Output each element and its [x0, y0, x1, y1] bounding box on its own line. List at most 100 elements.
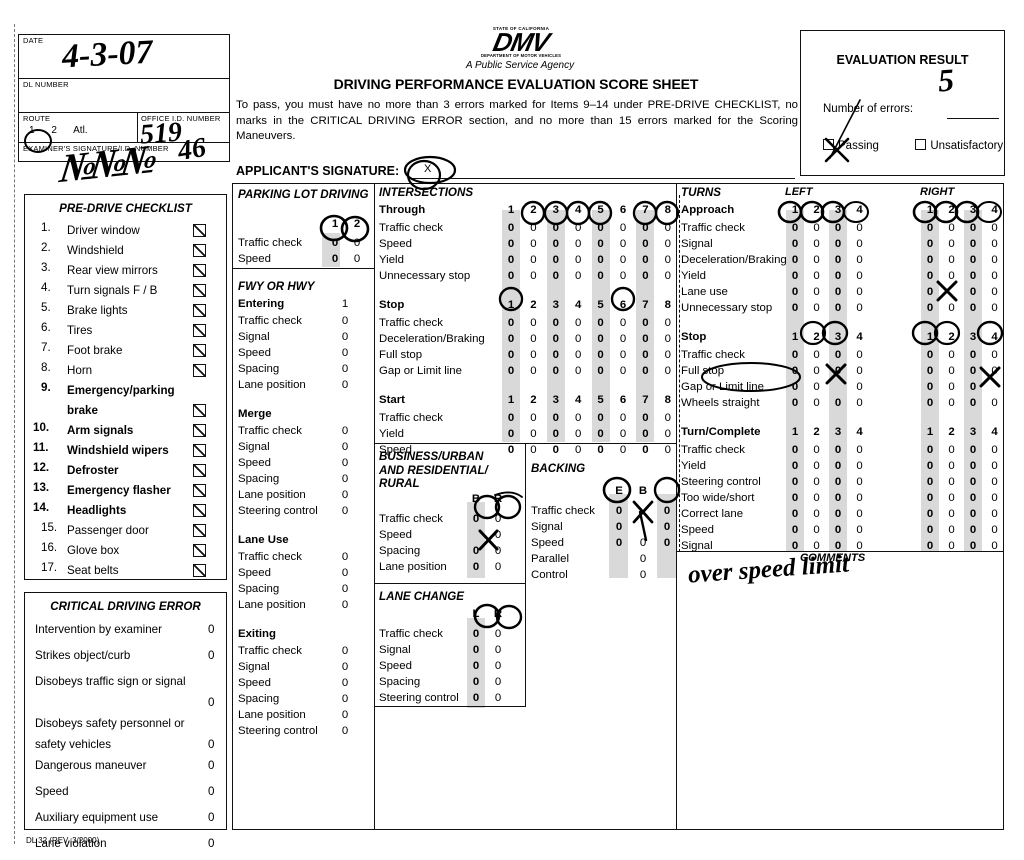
turns-left-col-header[interactable]: 4: [856, 204, 863, 216]
checklist-item[interactable]: 5. Brake lights: [25, 301, 226, 321]
turns-left-col-header[interactable]: 2: [813, 331, 820, 343]
turns-left-col-header[interactable]: 2: [813, 426, 820, 438]
critical-error-row[interactable]: Strikes object/curb 0: [25, 645, 226, 671]
checklist-item[interactable]: 4. Turn signals F / B: [25, 281, 226, 301]
intersections-col-header[interactable]: 1: [507, 204, 515, 216]
turns-left-col-header[interactable]: 3: [834, 204, 842, 216]
dl-number-field[interactable]: DL NUMBER: [19, 79, 229, 113]
intersections-col-header[interactable]: 5: [597, 299, 604, 311]
checklist-item[interactable]: 7. Foot brake: [25, 341, 226, 361]
checklist-item-checkbox[interactable]: [193, 564, 206, 577]
checklist-item-checkbox[interactable]: [193, 324, 206, 337]
checklist-item-checkbox[interactable]: [193, 424, 206, 437]
examiner-signature-field[interactable]: EXAMINER'S SIGNATURE/I.D. NUMBER: [19, 143, 229, 162]
turns-right-col-header[interactable]: 3: [969, 331, 977, 343]
turns-left-col-header[interactable]: 1: [791, 331, 799, 343]
intersections-col-header[interactable]: 6: [619, 299, 627, 311]
checklist-item-checkbox[interactable]: [193, 444, 206, 457]
intersections-col-header[interactable]: 5: [597, 394, 604, 406]
intersections-col-header[interactable]: 7: [642, 204, 649, 216]
checklist-item[interactable]: 11. Windshield wipers: [25, 441, 226, 461]
intersections-col-header[interactable]: 1: [507, 394, 515, 406]
checklist-item[interactable]: 3. Rear view mirrors: [25, 261, 226, 281]
intersections-col-header[interactable]: 3: [552, 204, 559, 216]
applicant-signature-line[interactable]: [410, 178, 795, 179]
parking-lot-col-header[interactable]: 2: [353, 218, 361, 230]
checklist-item-checkbox[interactable]: [193, 504, 206, 517]
checklist-item[interactable]: 17. Seat belts: [25, 561, 226, 581]
checklist-item[interactable]: 2. Windshield: [25, 241, 226, 261]
route-option-1[interactable]: 1: [29, 125, 35, 136]
intersections-col-header[interactable]: 4: [575, 204, 582, 216]
turns-left-col-header[interactable]: 3: [834, 331, 842, 343]
checklist-item-checkbox[interactable]: [193, 284, 206, 297]
checklist-item[interactable]: 12. Defroster: [25, 461, 226, 481]
checklist-item-checkbox[interactable]: [193, 264, 206, 277]
passing-checkbox[interactable]: [823, 139, 834, 150]
turns-right-col-header[interactable]: 4: [991, 331, 998, 343]
turns-right-col-header[interactable]: 3: [969, 204, 977, 216]
number-of-errors-line[interactable]: [947, 118, 999, 119]
intersections-col-header[interactable]: 3: [552, 299, 559, 311]
turns-right-col-header[interactable]: 2: [948, 426, 955, 438]
lane-change-col-header[interactable]: R: [493, 608, 503, 620]
turns-right-col-header[interactable]: 1: [926, 331, 934, 343]
turns-left-col-header[interactable]: 4: [856, 426, 863, 438]
critical-error-row[interactable]: Disobeys traffic sign or signal 0: [25, 671, 226, 713]
turns-left-col-header[interactable]: 2: [813, 204, 820, 216]
checklist-item[interactable]: 1. Driver window: [25, 221, 226, 241]
critical-error-row[interactable]: Lane violation 0: [25, 833, 226, 859]
checklist-item-checkbox[interactable]: [193, 544, 206, 557]
checklist-item-checkbox[interactable]: [193, 344, 206, 357]
turns-right-col-header[interactable]: 2: [948, 331, 955, 343]
route-options[interactable]: 1 2 Atl.: [29, 125, 102, 136]
checklist-item-checkbox[interactable]: [193, 404, 206, 417]
critical-error-row[interactable]: Intervention by examiner 0: [25, 619, 226, 645]
intersections-col-header[interactable]: 2: [530, 394, 537, 406]
checklist-item[interactable]: 13. Emergency flasher: [25, 481, 226, 501]
result-checkbox-row[interactable]: Passing Unsatisfactory: [823, 139, 1003, 152]
date-field[interactable]: DATE: [19, 35, 229, 79]
turns-right-col-header[interactable]: 1: [926, 204, 934, 216]
intersections-col-header[interactable]: 4: [575, 394, 582, 406]
checklist-item[interactable]: 8. Horn: [25, 361, 226, 381]
intersections-col-header[interactable]: 8: [664, 299, 671, 311]
parking-lot-col-header[interactable]: 1: [331, 218, 339, 230]
critical-error-row[interactable]: Auxiliary equipment use 0: [25, 807, 226, 833]
turns-right-col-header[interactable]: 3: [969, 426, 977, 438]
intersections-col-header[interactable]: 3: [552, 394, 559, 406]
unsatisfactory-checkbox[interactable]: [915, 139, 927, 150]
checklist-item-checkbox[interactable]: [193, 364, 206, 377]
intersections-col-header[interactable]: 8: [664, 394, 671, 406]
checklist-item[interactable]: 15. Passenger door: [25, 521, 226, 541]
backing-col-header[interactable]: B: [638, 485, 648, 497]
turns-left-col-header[interactable]: 4: [856, 331, 863, 343]
turns-right-col-header[interactable]: 1: [926, 426, 934, 438]
intersections-col-header[interactable]: 4: [575, 299, 582, 311]
route-option-atl[interactable]: Atl.: [73, 125, 88, 136]
intersections-col-header[interactable]: 7: [642, 394, 649, 406]
checklist-item-checkbox[interactable]: [193, 524, 206, 537]
critical-error-row[interactable]: Disobeys safety personnel or safety vehi…: [25, 713, 226, 755]
turns-right-col-header[interactable]: 2: [948, 204, 955, 216]
turns-right-col-header[interactable]: 4: [991, 204, 998, 216]
intersections-col-header[interactable]: 7: [642, 299, 649, 311]
checklist-item-checkbox[interactable]: [193, 484, 206, 497]
intersections-col-header[interactable]: 6: [619, 204, 627, 216]
intersections-col-header[interactable]: 2: [530, 204, 537, 216]
turns-right-col-header[interactable]: 4: [991, 426, 998, 438]
checklist-item-checkbox[interactable]: [193, 224, 206, 237]
checklist-item[interactable]: 16. Glove box: [25, 541, 226, 561]
checklist-item[interactable]: 14. Headlights: [25, 501, 226, 521]
business-urban-col-header[interactable]: R: [493, 493, 503, 505]
intersections-col-header[interactable]: 6: [619, 394, 627, 406]
checklist-item[interactable]: 6. Tires: [25, 321, 226, 341]
route-option-2[interactable]: 2: [51, 125, 57, 136]
intersections-col-header[interactable]: 2: [530, 299, 537, 311]
critical-error-row[interactable]: Speed 0: [25, 781, 226, 807]
critical-error-row[interactable]: Dangerous maneuver 0: [25, 755, 226, 781]
checklist-item-checkbox[interactable]: [193, 304, 206, 317]
turns-left-col-header[interactable]: 1: [791, 204, 799, 216]
intersections-col-header[interactable]: 8: [664, 204, 671, 216]
checklist-item[interactable]: 9. Emergency/parking brake: [25, 381, 226, 421]
